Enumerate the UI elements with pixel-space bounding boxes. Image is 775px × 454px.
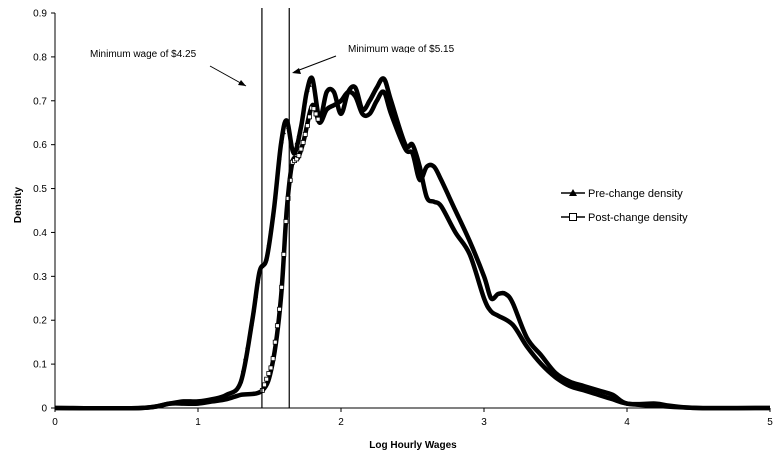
post-change-point: [304, 123, 310, 129]
pre-change-point: [298, 124, 304, 129]
pre-change-point: [270, 212, 276, 217]
pre-change-point: [268, 227, 274, 232]
y-tick-label: 0.6: [33, 140, 47, 151]
post-change-point: [281, 251, 287, 257]
legend: Pre-change density Post-change density: [561, 188, 688, 224]
post-change-point: [311, 106, 317, 112]
pre-change-point: [290, 144, 295, 149]
pre-change-point: [247, 333, 252, 338]
y-tick-label: 0: [41, 404, 47, 415]
pre-change-point: [305, 87, 310, 92]
pre-change-point: [294, 140, 299, 145]
axes: 0 0.1 0.2 0.3 0.4 0.5 0.6 0.7 0.8 0.9 0 1 2 3 4 5: [33, 9, 773, 429]
post-change-point: [307, 114, 312, 120]
series-layer: [54, 75, 771, 411]
legend-marker-triangle: [569, 189, 577, 196]
post-change-point: [266, 371, 272, 376]
arrowhead-425: [238, 80, 246, 86]
pre-change-point: [309, 77, 314, 82]
pre-change-point: [277, 155, 282, 160]
post-change-point: [285, 196, 291, 201]
post-change-point: [279, 284, 285, 290]
post-change-point: [274, 323, 280, 329]
post-change-point: [298, 146, 304, 152]
annotation-label-425: Minimum wage of $4.25: [90, 49, 197, 60]
annotation-mask-515: [340, 53, 480, 61]
y-tick-label: 0.8: [33, 52, 47, 63]
annotation-arrow-515: [293, 55, 337, 73]
pre-change-point: [258, 268, 263, 273]
pre-change-point: [307, 82, 312, 87]
pre-change-point: [281, 130, 286, 135]
annotation-label-515: Minimum wage of $5.15: [348, 44, 455, 55]
x-tick-label: 4: [624, 417, 630, 428]
post-change-point: [270, 356, 276, 362]
x-tick-label: 0: [52, 417, 58, 428]
y-tick-label: 0.3: [33, 272, 47, 283]
pre-change-point: [296, 132, 302, 137]
post-change-point: [296, 153, 302, 159]
x-tick-label: 3: [481, 417, 487, 428]
x-tick-label: 5: [767, 417, 773, 428]
pre-change-point: [245, 344, 250, 349]
y-tick-label: 0.2: [33, 316, 47, 327]
pre-change-point: [300, 111, 306, 116]
pre-change-point: [238, 379, 244, 384]
post-change-point: [315, 116, 321, 122]
pre-change-point: [279, 139, 284, 144]
legend-item-pre: Pre-change density: [561, 188, 683, 200]
legend-marker-square: [569, 213, 577, 221]
post-change-point: [283, 219, 289, 224]
pre-change-point: [264, 256, 269, 261]
legend-label-pre: Pre-change density: [588, 188, 683, 200]
post-change-point: [300, 140, 306, 145]
post-change-point: [277, 306, 282, 312]
y-tick-label: 0.4: [33, 228, 47, 239]
post-change-point: [302, 132, 308, 137]
pre-change-point: [266, 241, 271, 246]
series-line-post-change: [54, 89, 771, 411]
arrowhead-515: [292, 68, 301, 74]
x-tick-label: 2: [338, 417, 344, 428]
post-change-point: [268, 365, 274, 371]
post-change-point: [272, 339, 278, 345]
pre-change-point: [249, 321, 254, 326]
legend-label-post: Post-change density: [588, 212, 688, 224]
y-tick-label: 0.9: [33, 9, 47, 20]
pre-change-point: [251, 308, 256, 313]
pre-change-point: [253, 293, 259, 298]
pre-change-point: [283, 121, 289, 126]
post-change-point: [264, 376, 270, 382]
series-line-pre-change: [54, 75, 771, 411]
pre-change-point: [255, 279, 261, 284]
y-tick-label: 0.7: [33, 96, 47, 107]
pre-change-point: [262, 260, 267, 265]
legend-item-post: Post-change density: [561, 212, 688, 224]
x-tick-label: 1: [195, 417, 201, 428]
minimum-wage-lines: [261, 8, 290, 408]
pre-change-point: [273, 194, 278, 199]
post-change-point: [262, 382, 267, 388]
y-axis-title: Density: [13, 187, 24, 224]
post-change-point: [287, 177, 293, 183]
pre-change-point: [292, 148, 297, 153]
pre-change-point: [242, 356, 248, 361]
y-tick-label: 0.1: [33, 360, 47, 371]
post-change-point: [313, 111, 319, 117]
pre-change-point: [303, 98, 308, 103]
pre-change-point: [275, 175, 280, 180]
pre-change-point: [240, 367, 246, 372]
x-axis-title: Log Hourly Wages: [369, 440, 457, 451]
y-tick-label: 0.5: [33, 184, 47, 195]
